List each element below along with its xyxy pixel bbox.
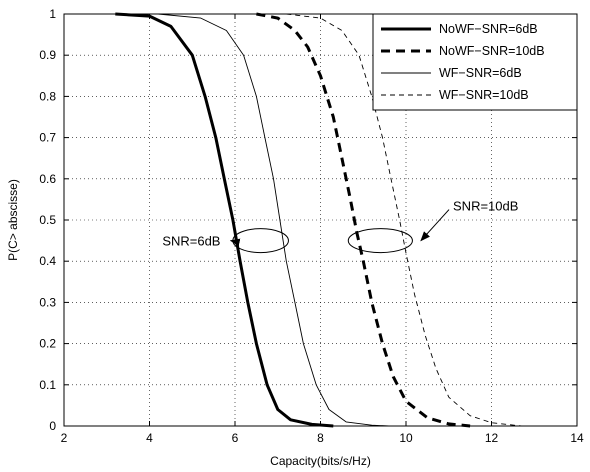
x-tick-label: 12	[485, 431, 499, 445]
annotation-label-1: SNR=6dB	[162, 234, 220, 249]
y-axis-label: P(C> abscisse)	[6, 179, 20, 261]
y-tick-label: 0	[49, 419, 56, 433]
legend-label-1: NoWF−SNR=6dB	[439, 22, 538, 36]
y-tick-label: 0.1	[39, 378, 56, 392]
x-tick-label: 6	[232, 431, 239, 445]
annotation-arrow-2	[420, 209, 450, 242]
y-tick-label: 0.8	[39, 89, 56, 103]
x-tick-label: 14	[570, 431, 584, 445]
annotation-label-2: SNR=10dB	[453, 199, 518, 214]
y-tick-label: 0.4	[39, 254, 56, 268]
axis-ticks: 2 4 6 8 10 12 14 0 0.1 0.2 0.3 0.4 0.5 0.6 0.7 0.8 0.9 1	[39, 7, 584, 445]
legend-label-3: WF−SNR=6dB	[439, 66, 522, 80]
legend: NoWF−SNR=6dB NoWF−SNR=10dB WF−SNR=6dB WF−SN…	[372, 13, 578, 111]
x-tick-label: 4	[146, 431, 153, 445]
legend-label-4: WF−SNR=10dB	[439, 88, 529, 102]
x-axis-label: Capacity(bits/s/Hz)	[270, 454, 371, 468]
x-tick-label: 8	[317, 431, 324, 445]
y-tick-label: 1	[49, 7, 56, 21]
y-tick-label: 0.7	[39, 131, 56, 145]
y-tick-label: 0.2	[39, 337, 56, 351]
legend-label-2: NoWF−SNR=10dB	[439, 44, 545, 58]
x-tick-label: 2	[61, 431, 68, 445]
annotation-arrow-1	[229, 238, 241, 247]
y-tick-label: 0.5	[39, 213, 56, 227]
y-tick-label: 0.3	[39, 295, 56, 309]
y-tick-label: 0.6	[39, 172, 56, 186]
y-tick-label: 0.9	[39, 48, 56, 62]
x-tick-label: 10	[399, 431, 413, 445]
annotation-ellipse-2	[347, 228, 413, 254]
series-line-4	[286, 13, 548, 427]
annotations: SNR=6dB SNR=10dB	[162, 199, 518, 254]
series-line-3	[158, 13, 389, 427]
